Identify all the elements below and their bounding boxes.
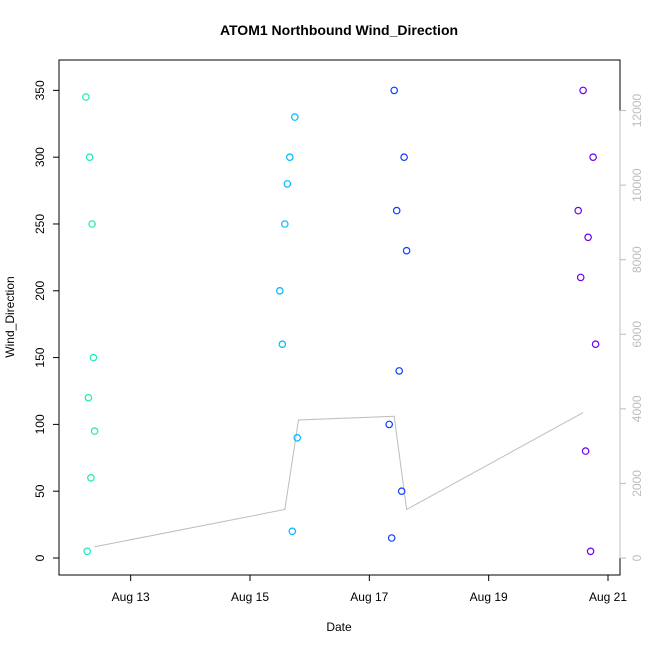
- secondary-y-tick-label: 4000: [630, 395, 644, 422]
- data-point: [88, 220, 96, 228]
- data-point: [285, 153, 294, 162]
- data-point: [280, 220, 289, 228]
- data-point: [400, 153, 408, 162]
- secondary-y-tick-label: 6000: [630, 321, 644, 348]
- data-point: [579, 86, 587, 95]
- data-point: [581, 447, 590, 455]
- data-point: [85, 153, 94, 162]
- data-point: [82, 93, 90, 101]
- x-tick-label: Aug 19: [470, 590, 508, 604]
- y-tick-label: 0: [33, 554, 47, 561]
- data-point: [589, 153, 597, 162]
- y-axis: 0 50 100 150 200 250 300 350: [33, 80, 60, 561]
- secondary-y-tick-label: 12000: [630, 94, 644, 128]
- data-point: [290, 113, 299, 121]
- x-axis-label: Date: [326, 620, 352, 634]
- data-point: [293, 433, 302, 442]
- x-axis: Aug 13 Aug 15 Aug 17 Aug 19 Aug 21: [112, 574, 627, 604]
- data-point: [402, 246, 411, 255]
- data-point: [395, 367, 404, 375]
- secondary-y-axis: 0 2000 4000 6000 8000 10000 12000: [619, 94, 644, 561]
- data-point: [288, 527, 297, 536]
- x-tick-label: Aug 17: [350, 590, 388, 604]
- x-tick-label: Aug 21: [589, 590, 627, 604]
- secondary-y-tick-label: 10000: [630, 168, 644, 202]
- secondary-y-tick-label: 2000: [630, 470, 644, 497]
- data-point: [87, 473, 95, 482]
- data-point: [278, 340, 287, 349]
- chart-title: ATOM1 Northbound Wind_Direction: [220, 22, 458, 38]
- data-point: [385, 420, 394, 429]
- data-point: [89, 353, 98, 362]
- x-tick-label: Aug 15: [231, 590, 269, 604]
- data-point: [591, 340, 600, 349]
- y-tick-label: 250: [33, 214, 47, 234]
- secondary-series-line: [94, 412, 584, 548]
- secondary-y-tick-label: 8000: [630, 246, 644, 273]
- data-point: [574, 206, 583, 215]
- y-tick-label: 200: [33, 280, 47, 300]
- y-tick-label: 100: [33, 414, 47, 434]
- data-point: [90, 427, 99, 435]
- data-point: [576, 273, 585, 282]
- plot-frame: [58, 59, 621, 576]
- secondary-y-tick-label: 0: [630, 554, 644, 561]
- y-tick-label: 50: [33, 484, 47, 498]
- data-point: [83, 547, 92, 556]
- data-point: [275, 286, 284, 295]
- data-point: [387, 534, 396, 542]
- secondary-series-polyline: [94, 412, 584, 548]
- data-point: [397, 487, 406, 496]
- data-point: [84, 393, 93, 402]
- y-tick-label: 150: [33, 347, 47, 367]
- data-point: [586, 547, 595, 556]
- y-axis-label: Wind_Direction: [3, 276, 17, 357]
- data-point: [392, 206, 401, 215]
- x-tick-label: Aug 13: [112, 590, 150, 604]
- data-point: [390, 86, 399, 95]
- y-tick-label: 350: [33, 80, 47, 100]
- data-points: [82, 86, 600, 556]
- data-point: [283, 180, 292, 188]
- y-tick-label: 300: [33, 147, 47, 167]
- data-point: [584, 233, 592, 242]
